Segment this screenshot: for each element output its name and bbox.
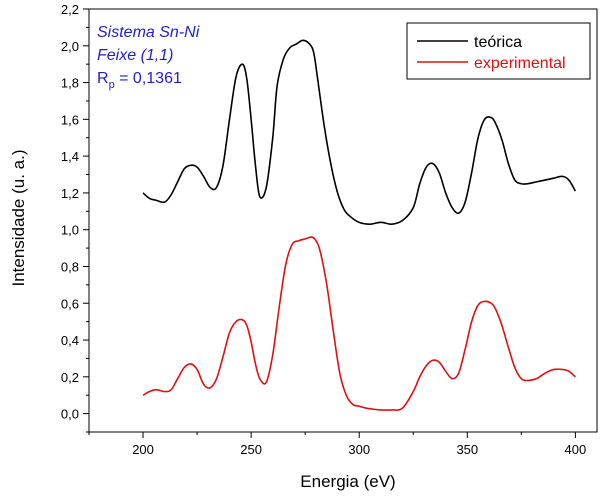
y-axis: 0,0 0,2 0,4 0,6 0,8 1,0 1,2 1,4 1,6 1,8 2,0 2,2	[61, 2, 89, 433]
legend-label-teorica: teórica	[474, 34, 522, 51]
x-tick-label: 350	[456, 442, 478, 457]
x-axis-title: Energia (eV)	[300, 472, 395, 491]
plot-frame	[88, 8, 598, 433]
annotation-beam: Feixe (1,1)	[97, 47, 173, 64]
y-tick-label: 0,0	[61, 407, 79, 422]
y-tick-label: 1,2	[61, 186, 79, 201]
x-tick-label: 200	[132, 442, 154, 457]
y-tick-label: 2,0	[61, 39, 79, 54]
y-tick-label: 1,8	[61, 76, 79, 91]
x-axis: 200 250 300 350 400	[88, 432, 587, 457]
legend: teórica experimental	[406, 22, 591, 80]
y-tick-label: 1,0	[61, 223, 79, 238]
y-tick-label: 0,2	[61, 370, 79, 385]
annotation-rp-subscript: p	[109, 79, 115, 91]
y-tick-label: 0,8	[61, 259, 79, 274]
legend-label-experimental: experimental	[474, 55, 566, 72]
series-group	[142, 39, 577, 411]
y-tick-label: 0,6	[61, 296, 79, 311]
x-tick-label: 300	[348, 442, 370, 457]
series-line-experimental	[142, 236, 576, 411]
y-tick-label: 0,4	[61, 333, 79, 348]
x-tick-label: 400	[565, 442, 587, 457]
y-tick-label: 1,6	[61, 112, 79, 127]
annotation-rp: Rp = 0,1361	[97, 70, 182, 91]
legend-box	[406, 22, 591, 80]
y-axis-title: Intensidade (u. a.)	[9, 149, 28, 286]
annotation-rp-value: = 0,1361	[115, 70, 182, 87]
x-tick-label: 250	[240, 442, 262, 457]
y-tick-label: 1,4	[61, 149, 79, 164]
y-tick-label: 2,2	[61, 2, 79, 17]
series-line-teorica	[142, 39, 577, 225]
annotation-rp-symbol: R	[97, 70, 109, 87]
annotation-system: Sistema Sn-Ni	[97, 24, 200, 41]
annotation-block: Sistema Sn-Ni Feixe (1,1) Rp = 0,1361	[97, 24, 200, 91]
